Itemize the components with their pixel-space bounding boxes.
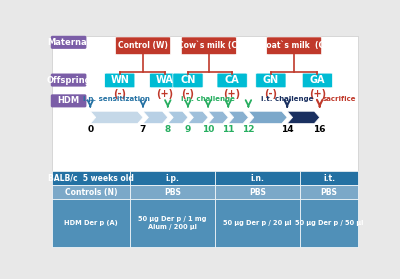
Text: i.p. sensitization: i.p. sensitization <box>83 96 150 102</box>
Text: 8: 8 <box>165 125 171 134</box>
Text: 50 μg Der p / 50 μl: 50 μg Der p / 50 μl <box>295 220 363 226</box>
Text: 11: 11 <box>222 125 234 134</box>
FancyBboxPatch shape <box>52 199 130 247</box>
Text: (+): (+) <box>224 89 241 99</box>
Polygon shape <box>287 111 320 124</box>
Text: 14: 14 <box>281 125 294 134</box>
FancyBboxPatch shape <box>300 199 358 247</box>
Text: BALB/c  5 weeks old: BALB/c 5 weeks old <box>48 174 134 183</box>
Text: 10: 10 <box>202 125 214 134</box>
FancyBboxPatch shape <box>130 185 215 199</box>
FancyBboxPatch shape <box>217 73 247 88</box>
Polygon shape <box>168 111 188 124</box>
FancyBboxPatch shape <box>130 199 215 247</box>
Text: i.t. challenge: i.t. challenge <box>261 96 313 102</box>
Text: Controls (N): Controls (N) <box>65 187 117 197</box>
Text: GA: GA <box>310 75 325 85</box>
Text: (-): (-) <box>264 89 277 99</box>
FancyBboxPatch shape <box>116 37 170 55</box>
FancyBboxPatch shape <box>215 171 300 185</box>
Text: CA: CA <box>225 75 240 85</box>
Text: 50 μg Der p / 20 μl: 50 μg Der p / 20 μl <box>224 220 292 226</box>
Text: PBS: PBS <box>164 187 181 197</box>
Text: i.n. challenge: i.n. challenge <box>181 96 235 102</box>
Text: 50 μg Der p / 1 mg
Alum / 200 μl: 50 μg Der p / 1 mg Alum / 200 μl <box>138 216 207 230</box>
Text: CN: CN <box>180 75 196 85</box>
Text: Cow`s milk (C): Cow`s milk (C) <box>178 41 240 50</box>
Text: (-): (-) <box>113 89 126 99</box>
FancyBboxPatch shape <box>150 73 180 88</box>
FancyBboxPatch shape <box>215 199 300 247</box>
FancyBboxPatch shape <box>302 73 332 88</box>
FancyBboxPatch shape <box>51 74 86 86</box>
Text: sacrifice: sacrifice <box>323 96 356 102</box>
Text: 0: 0 <box>87 125 93 134</box>
Text: i.n.: i.n. <box>251 174 265 183</box>
Text: GN: GN <box>263 75 279 85</box>
Text: WN: WN <box>110 75 129 85</box>
FancyBboxPatch shape <box>215 185 300 199</box>
FancyBboxPatch shape <box>105 73 135 88</box>
Text: PBS: PBS <box>320 187 338 197</box>
FancyBboxPatch shape <box>267 37 322 55</box>
Polygon shape <box>248 111 287 124</box>
Text: Goat`s milk  (G): Goat`s milk (G) <box>260 41 328 50</box>
Text: Offspring: Offspring <box>46 76 91 85</box>
Text: PBS: PBS <box>249 187 266 197</box>
FancyBboxPatch shape <box>51 94 86 107</box>
Polygon shape <box>90 111 143 124</box>
Text: (+): (+) <box>156 89 173 99</box>
Polygon shape <box>188 111 208 124</box>
Text: 16: 16 <box>314 125 326 134</box>
FancyBboxPatch shape <box>130 171 215 185</box>
FancyBboxPatch shape <box>300 185 358 199</box>
Text: (+): (+) <box>309 89 326 99</box>
Polygon shape <box>228 111 248 124</box>
FancyBboxPatch shape <box>52 185 130 199</box>
FancyBboxPatch shape <box>173 73 203 88</box>
Text: WA: WA <box>156 75 174 85</box>
Text: 12: 12 <box>242 125 255 134</box>
Text: i.t.: i.t. <box>323 174 335 183</box>
Text: (-): (-) <box>182 89 194 99</box>
FancyBboxPatch shape <box>256 73 286 88</box>
FancyBboxPatch shape <box>181 37 236 55</box>
Text: HDM: HDM <box>58 96 80 105</box>
Text: Maternal: Maternal <box>47 38 90 47</box>
Polygon shape <box>208 111 228 124</box>
FancyBboxPatch shape <box>300 171 358 185</box>
Text: i.p.: i.p. <box>166 174 179 183</box>
Text: HDM Der p (A): HDM Der p (A) <box>64 220 118 226</box>
Text: 9: 9 <box>185 125 191 134</box>
Text: 7: 7 <box>140 125 146 134</box>
Text: Control (W): Control (W) <box>118 41 168 50</box>
Polygon shape <box>143 111 168 124</box>
FancyBboxPatch shape <box>51 36 86 49</box>
FancyBboxPatch shape <box>52 36 358 171</box>
FancyBboxPatch shape <box>52 171 130 185</box>
